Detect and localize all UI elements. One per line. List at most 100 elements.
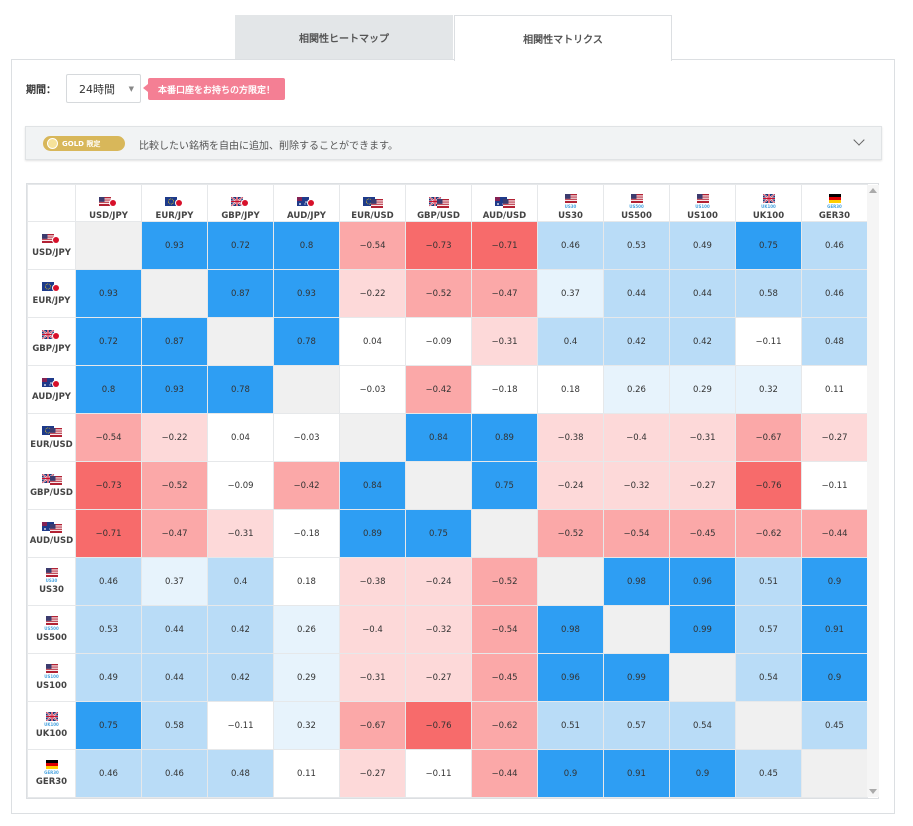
column-label: GBP/USD xyxy=(417,211,460,221)
gold-feature-bar[interactable]: GOLD 限定 比較したい銘柄を自由に追加、削除することができます。 xyxy=(25,126,882,160)
matrix-cell: 0.75 xyxy=(735,221,802,270)
matrix-cell: 0.89 xyxy=(339,509,406,558)
matrix-cell: 0.98 xyxy=(537,605,604,654)
matrix-cell: −0.54 xyxy=(471,605,538,654)
scroll-down-icon[interactable] xyxy=(869,789,877,794)
matrix-cell-diagonal xyxy=(537,557,604,606)
matrix-cell: 0.8 xyxy=(273,221,340,270)
matrix-cell: 0.54 xyxy=(735,653,802,702)
index-sub-label: UK100 xyxy=(761,204,776,209)
matrix-cell: 0.53 xyxy=(75,605,142,654)
gold-banner-text: 比較したい銘柄を自由に追加、削除することができます。 xyxy=(139,141,398,152)
matrix-cell: 0.44 xyxy=(603,269,670,318)
matrix-cell: 0.51 xyxy=(537,701,604,750)
matrix-cell: 0.75 xyxy=(75,701,142,750)
index-sub-label: US500 xyxy=(629,204,644,209)
matrix-cell: 0.37 xyxy=(537,269,604,318)
matrix-cell: −0.27 xyxy=(801,413,868,462)
matrix-cell: 0.04 xyxy=(339,317,406,366)
euus-flag-icon xyxy=(362,197,383,208)
matrix-cell: −0.09 xyxy=(405,317,472,366)
index-sub-label: GER30 xyxy=(827,204,842,209)
us-flag-icon xyxy=(630,194,643,203)
row-header: AUD/JPY xyxy=(27,365,76,414)
scrollbar[interactable] xyxy=(867,185,879,797)
row-header: US30 US30 xyxy=(27,557,76,606)
row-header: EUR/USD xyxy=(27,413,76,462)
column-label: USD/JPY xyxy=(89,211,128,221)
row-header: UK100 UK100 xyxy=(27,701,76,750)
row-header: GBP/USD xyxy=(27,461,76,510)
matrix-cell: 0.42 xyxy=(669,317,736,366)
matrix-cell: 0.93 xyxy=(273,269,340,318)
column-label: US30 xyxy=(558,211,583,221)
matrix-cell: −0.73 xyxy=(405,221,472,270)
matrix-row: EUR/JPY 0.93 0.87 0.93 −0.22 −0.52 −0.47 0.37 0.… xyxy=(27,269,868,318)
matrix-row: GBP/USD −0.73 −0.52 −0.09 −0.42 0.84 0.75 −0.24… xyxy=(27,461,868,510)
matrix-row: EUR/USD −0.54 −0.22 0.04 −0.03 0.84 0.89 −0.38−… xyxy=(27,413,868,462)
matrix-cell-diagonal xyxy=(273,365,340,414)
column-header: US500 US500 xyxy=(603,184,670,222)
column-header: GBP/JPY xyxy=(207,184,274,222)
index-sub-label: US30 xyxy=(45,578,58,583)
matrix-cell: −0.42 xyxy=(273,461,340,510)
us-flag-icon xyxy=(564,194,577,203)
matrix-cell: −0.11 xyxy=(735,317,802,366)
matrix-cell-diagonal xyxy=(405,461,472,510)
usjp-flag-icon xyxy=(41,233,60,244)
gbus-flag-icon xyxy=(428,197,449,208)
matrix-cell-diagonal xyxy=(75,221,142,270)
matrix-cell: 0.78 xyxy=(207,365,274,414)
column-header: US30 US30 xyxy=(537,184,604,222)
row-label: UK100 xyxy=(35,729,68,739)
us-flag-icon xyxy=(45,616,58,625)
matrix-cell: 0.91 xyxy=(603,749,670,798)
matrix-cell: −0.24 xyxy=(405,557,472,606)
us-flag-icon xyxy=(696,194,709,203)
badge-pointer xyxy=(143,84,148,92)
column-label: GBP/JPY xyxy=(221,211,260,221)
matrix-row: AUD/JPY 0.8 0.93 0.78 −0.03 −0.42 −0.18 0.18 0.2… xyxy=(27,365,868,414)
period-select[interactable]: 24時間 ▼ xyxy=(66,74,141,103)
matrix-cell: −0.18 xyxy=(273,509,340,558)
row-header: US500 US500 xyxy=(27,605,76,654)
matrix-cell: −0.03 xyxy=(339,365,406,414)
index-sub-label: UK100 xyxy=(44,722,59,727)
column-header: US100 US100 xyxy=(669,184,736,222)
tab-matrix[interactable]: 相関性マトリクス xyxy=(454,15,672,61)
matrix-cell: −0.11 xyxy=(801,461,868,510)
matrix-cell: −0.24 xyxy=(537,461,604,510)
matrix-cell: 0.48 xyxy=(801,317,868,366)
matrix-cell: 0.99 xyxy=(669,605,736,654)
row-label: GER30 xyxy=(35,777,68,787)
matrix-cell: 0.46 xyxy=(801,221,868,270)
matrix-cell: −0.52 xyxy=(141,461,208,510)
matrix-cell: −0.11 xyxy=(207,701,274,750)
column-header: EUR/JPY xyxy=(141,184,208,222)
chevron-down-icon[interactable] xyxy=(853,134,865,146)
matrix-cell: 0.9 xyxy=(537,749,604,798)
matrix-cell: 0.58 xyxy=(735,269,802,318)
matrix-cell: −0.62 xyxy=(735,509,802,558)
matrix-cell: −0.76 xyxy=(405,701,472,750)
gbjp-flag-icon xyxy=(230,197,249,207)
tab-bar: 相関性ヒートマップ 相関性マトリクス xyxy=(235,15,672,61)
matrix-cell: 0.87 xyxy=(207,269,274,318)
matrix-cell: 0.26 xyxy=(273,605,340,654)
matrix-cell: −0.31 xyxy=(471,317,538,366)
matrix-cell: 0.32 xyxy=(735,365,802,414)
row-label: USD/JPY xyxy=(32,247,71,258)
chevron-down-icon: ▼ xyxy=(128,85,134,93)
de-flag-icon xyxy=(45,760,58,769)
matrix-row: US30 US30 0.46 0.37 0.4 0.18 −0.38 −0.24 −0.52 0.… xyxy=(27,557,868,606)
row-header: GER30 GER30 xyxy=(27,749,76,798)
matrix-cell: −0.11 xyxy=(405,749,472,798)
tab-heatmap[interactable]: 相関性ヒートマップ xyxy=(235,15,453,60)
column-header: UK100 UK100 xyxy=(735,184,802,222)
matrix-cell: 0.18 xyxy=(537,365,604,414)
row-header: AUD/USD xyxy=(27,509,76,558)
matrix-cell-diagonal xyxy=(735,701,802,750)
scroll-up-icon[interactable] xyxy=(869,188,877,193)
matrix-cell: 0.93 xyxy=(141,221,208,270)
row-header: EUR/JPY xyxy=(27,269,76,318)
